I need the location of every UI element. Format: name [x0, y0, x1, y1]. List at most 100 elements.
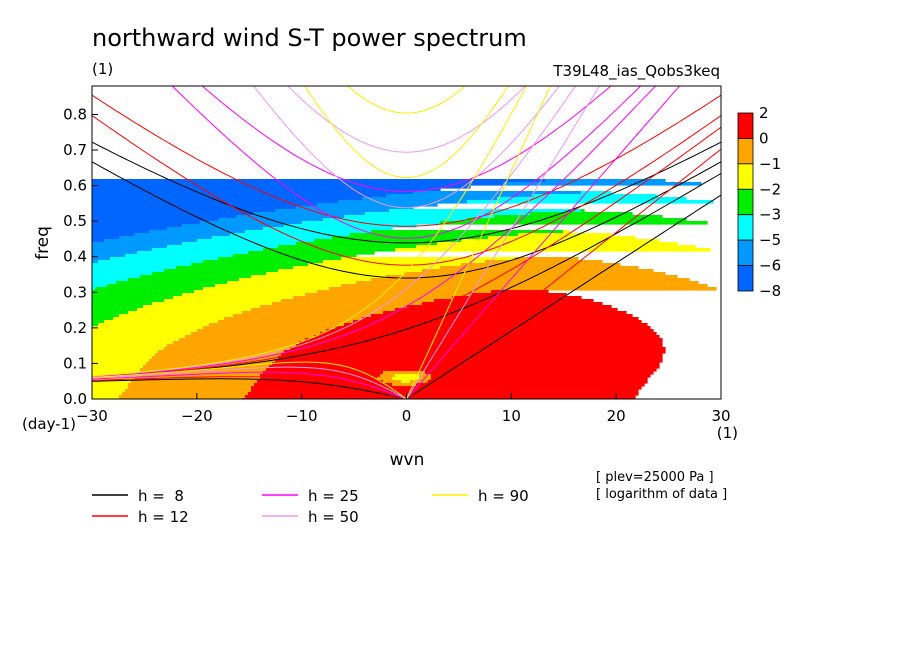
field-cell [467, 218, 687, 222]
field-cell [227, 281, 357, 285]
field-cell [278, 269, 423, 273]
field-cell [497, 197, 687, 201]
field-cell [128, 278, 240, 282]
field-cell [92, 284, 108, 288]
field-cell [323, 260, 486, 264]
field-cell [128, 311, 243, 315]
note-logarithm: [ logarithm of data ] [596, 487, 727, 502]
colorbar-label: −6 [759, 257, 781, 275]
field-cell [92, 224, 183, 228]
field-cell [281, 299, 435, 303]
field-cell [416, 383, 645, 387]
dispersion-curve [92, 161, 721, 279]
legend-label: h = 50 [308, 508, 359, 526]
field-cell [182, 242, 297, 246]
field-cell [92, 338, 180, 342]
x-tick-label: 30 [711, 407, 730, 425]
dispersion-curve [92, 141, 721, 244]
field-cell [491, 290, 549, 294]
field-cell [92, 368, 141, 372]
field-cell [242, 311, 384, 315]
field-cell [122, 392, 249, 396]
field-cell [92, 311, 129, 315]
field-cell [92, 272, 153, 276]
field-cell [503, 182, 702, 186]
field-cell [92, 185, 471, 189]
field-cell [125, 254, 234, 258]
field-cell [209, 323, 345, 327]
field-cell [176, 266, 294, 270]
field-cell [140, 275, 252, 279]
field-cell [440, 221, 708, 225]
field-cell [293, 296, 453, 300]
field-cell [341, 284, 708, 288]
field-cell [152, 302, 273, 306]
field-cell [92, 383, 129, 387]
field-cell [323, 218, 468, 222]
note-plev: [ plev=25000 Pa ] [596, 470, 714, 485]
field-cell [116, 281, 228, 285]
field-cell [95, 287, 204, 291]
field-cell [92, 254, 126, 258]
field-cell [92, 215, 237, 219]
field-cell [137, 308, 252, 312]
legend-label: h = 12 [138, 508, 189, 526]
field-cell [92, 377, 135, 381]
dispersion-curve [406, 86, 601, 399]
colorbar: 2 0 −1 −2 −3 −5 −6 −8 [737, 104, 781, 300]
field-cell [248, 251, 375, 255]
field-cell [152, 272, 267, 276]
field-cell [92, 314, 120, 318]
field-cell [137, 251, 249, 255]
field-cell [92, 293, 183, 297]
field-cell [92, 362, 147, 366]
field-cell [341, 257, 516, 261]
field-cell [143, 305, 261, 309]
field-cell [92, 203, 318, 207]
field-cell [254, 383, 393, 387]
field-cell [92, 287, 96, 291]
field-cell [353, 320, 642, 324]
field-cell [530, 212, 633, 216]
field-cell [275, 209, 390, 213]
field-cell [314, 335, 660, 339]
field-cell [92, 197, 363, 201]
field-cell [236, 215, 345, 219]
field-cell [308, 263, 462, 267]
colorbar-swatch [737, 188, 754, 216]
field-cell [251, 386, 642, 390]
field-cell [485, 260, 603, 264]
field-cell [581, 209, 585, 213]
field-cell [92, 365, 144, 369]
field-cell [152, 356, 279, 360]
field-cell [452, 296, 582, 300]
field-cell [290, 347, 666, 351]
field-cell [92, 299, 165, 303]
field-cell [383, 371, 426, 375]
y-tick-label: 0.3 [63, 283, 87, 301]
field-cell [245, 230, 372, 234]
field-cell [104, 320, 219, 324]
field-cell [191, 332, 321, 336]
field-cell [281, 353, 663, 357]
field-cell [203, 287, 330, 291]
field-cell [164, 299, 282, 303]
field-cell [251, 308, 396, 312]
field-cell [104, 239, 198, 243]
field-cell [92, 302, 153, 306]
field-cell [515, 257, 579, 261]
field-cell [488, 236, 636, 240]
field-cell [92, 326, 204, 330]
field-cell [92, 218, 219, 222]
field-cell [230, 233, 351, 237]
field-cell [143, 365, 270, 369]
field-cell [431, 374, 651, 378]
y-unit-label: (day-1) [22, 415, 76, 433]
field-cell [92, 236, 120, 240]
field-cell [329, 287, 717, 291]
field-cell [92, 281, 117, 285]
field-cell [182, 293, 306, 297]
field-cell [92, 347, 165, 351]
field-cell [293, 266, 441, 270]
field-cell [263, 227, 393, 231]
